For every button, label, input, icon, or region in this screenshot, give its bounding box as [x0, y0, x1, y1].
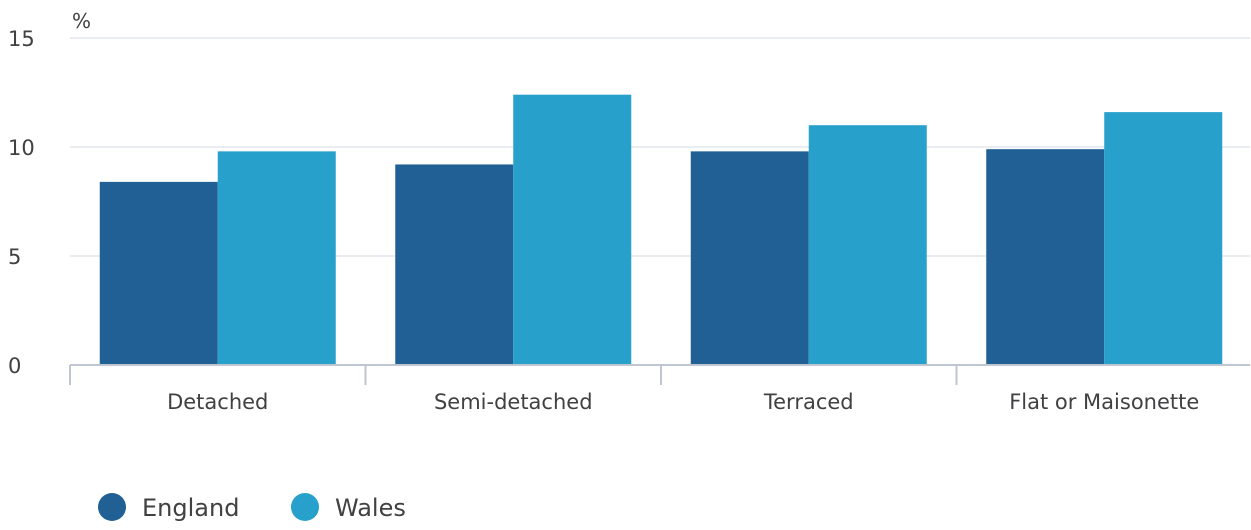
bar-england-terraced: [690, 151, 809, 365]
bar-wales-semi-detached: [513, 94, 632, 366]
bar-england-flat-or-maisonette: [986, 149, 1105, 365]
legend-swatch-icon: [98, 493, 126, 521]
legend-label: England: [142, 494, 239, 522]
bar-wales-detached: [217, 151, 336, 365]
legend-swatch-icon: [291, 493, 319, 521]
legend-label: Wales: [335, 494, 406, 522]
legend-item-wales: Wales: [291, 493, 406, 522]
legend-item-england: England: [98, 493, 239, 522]
bar-wales-flat-or-maisonette: [1104, 112, 1223, 366]
bars: [99, 94, 1223, 366]
y-tick-label: 15: [8, 27, 35, 51]
x-category-label: Detached: [167, 390, 268, 414]
axes: 0 5 10 15% Detached Semi-detached Terraced Flat…: [8, 9, 1250, 414]
x-category-label: Terraced: [763, 390, 854, 414]
bar-wales-terraced: [808, 125, 927, 365]
x-category-label: Semi-detached: [434, 390, 593, 414]
y-tick-label: 0: [8, 354, 21, 378]
bar-england-semi-detached: [395, 164, 514, 365]
legend: England Wales: [98, 493, 406, 522]
y-axis-unit-label: %: [72, 9, 91, 33]
bar-england-detached: [99, 181, 218, 365]
y-tick-label: 10: [8, 136, 35, 160]
y-tick-label: 5: [8, 245, 21, 269]
x-category-label: Flat or Maisonette: [1009, 390, 1199, 414]
